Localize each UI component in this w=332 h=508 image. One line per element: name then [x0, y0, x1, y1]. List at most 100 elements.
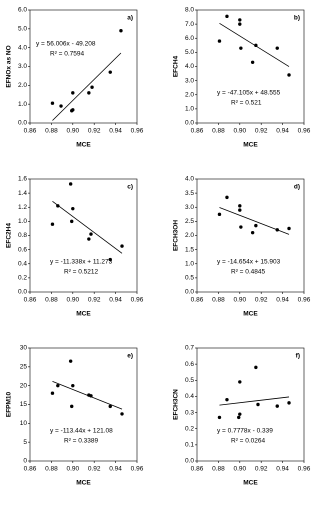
y-tick-label: 1.5: [185, 246, 194, 253]
x-axis-label: MCE: [243, 480, 258, 487]
y-tick-label: 5: [23, 439, 27, 446]
data-point: [238, 18, 242, 22]
equation: y = -113.44x + 121.08: [50, 428, 113, 435]
x-axis-label: MCE: [76, 142, 91, 149]
y-tick-label: 0.0: [18, 120, 27, 127]
y-axis-label: EFCH4: [173, 55, 180, 77]
data-point: [287, 401, 291, 405]
y-tick-label: 2.0: [185, 91, 194, 98]
y-tick-label: 6.0: [18, 7, 27, 14]
y-tick-label: 25: [20, 364, 28, 371]
y-tick-label: 0.7: [185, 345, 194, 352]
y-tick-label: 1.0: [18, 218, 27, 225]
y-tick-label: 1.6: [18, 176, 27, 183]
x-tick-label: 0.88: [45, 128, 58, 135]
data-point: [287, 73, 291, 77]
data-point: [56, 204, 60, 208]
x-tick-label: 0.92: [88, 128, 101, 135]
trend-line: [52, 52, 122, 121]
equation: y = -14.654x + 15.903: [217, 259, 281, 266]
y-tick-label: 7.0: [185, 21, 194, 28]
data-point: [50, 101, 55, 105]
x-axis-label: MCE: [76, 311, 91, 318]
data-point: [254, 223, 258, 228]
y-tick-label: 0.6: [18, 246, 27, 253]
data-point: [217, 415, 222, 420]
data-point: [225, 14, 229, 19]
y-tick-label: 0.0: [185, 120, 194, 127]
data-point: [254, 43, 258, 48]
data-point: [71, 91, 75, 95]
y-tick-label: 0.8: [18, 232, 27, 239]
data-point: [275, 228, 279, 232]
r-squared: R² = 0.521: [231, 100, 262, 107]
data-point: [108, 70, 112, 74]
data-point: [108, 404, 112, 409]
panel-label: e): [127, 353, 133, 360]
y-tick-label: 10: [20, 420, 28, 427]
plot-frame: [29, 9, 138, 124]
y-tick-label: 1.0: [18, 101, 27, 108]
y-tick-label: 2.5: [185, 218, 194, 225]
y-tick-label: 0.0: [185, 458, 194, 465]
panel: 0 5 10 15 20 25 30 0.86 0.88 0.90 0.92 0.94 0.96 MCE E…: [6, 345, 144, 487]
x-tick-label: 0.96: [298, 466, 311, 473]
x-tick-label: 0.94: [276, 466, 289, 473]
y-tick-label: 4.0: [185, 63, 194, 70]
data-point: [275, 404, 279, 408]
y-axis-label: EFPM10: [6, 391, 13, 417]
data-point: [87, 91, 91, 95]
data-point: [239, 225, 243, 229]
data-point: [275, 46, 279, 50]
data-point: [237, 415, 241, 420]
data-point: [225, 397, 229, 402]
y-tick-label: 0.2: [18, 275, 27, 282]
y-tick-label: 0.4: [18, 260, 27, 267]
y-axis-label: EFCH3OH: [173, 220, 180, 251]
data-point: [120, 244, 124, 248]
x-tick-label: 0.88: [212, 128, 225, 135]
panel-label: b): [294, 15, 300, 22]
x-axis-label: MCE: [243, 142, 258, 149]
y-axis-label: EFNOx as NO: [6, 45, 13, 87]
x-tick-label: 0.94: [109, 466, 122, 473]
equation: y = 56.006x - 49.208: [36, 41, 96, 48]
data-point: [71, 206, 75, 211]
data-point: [87, 237, 91, 241]
y-tick-label: 1.4: [18, 190, 27, 197]
panel-label: c): [127, 184, 133, 191]
panel-label: d): [294, 184, 300, 191]
y-tick-label: 0: [23, 458, 27, 465]
y-tick-label: 3.0: [18, 63, 27, 70]
y-tick-label: 0.1: [185, 442, 194, 449]
y-tick-label: 0.5: [185, 275, 194, 282]
x-tick-label: 0.94: [109, 128, 122, 135]
y-tick-label: 20: [20, 382, 28, 389]
data-point: [238, 22, 242, 26]
y-tick-label: 30: [20, 345, 28, 352]
x-tick-label: 0.92: [88, 297, 101, 304]
x-tick-label: 0.94: [276, 128, 289, 135]
x-tick-label: 0.90: [66, 297, 79, 304]
y-tick-label: 0.6: [185, 361, 194, 368]
x-tick-label: 0.90: [233, 128, 246, 135]
y-tick-label: 2.0: [18, 82, 27, 89]
panel-label: a): [127, 15, 133, 22]
x-tick-label: 0.86: [191, 128, 204, 135]
x-tick-label: 0.92: [88, 466, 101, 473]
equation: y = -47.105x + 48.555: [217, 90, 281, 97]
data-point: [238, 380, 242, 384]
data-point: [89, 394, 93, 398]
y-tick-label: 8.0: [185, 7, 194, 14]
data-point: [90, 85, 94, 89]
panel: 0.0 0.1 0.2 0.3 0.4 0.5 0.6 0.7 0.86 0.88 0.90 0.92…: [173, 345, 311, 487]
y-axis-label: EFC2H4: [6, 223, 13, 248]
equation: y = 0.7778x - 0.339: [217, 428, 273, 435]
x-tick-label: 0.88: [212, 466, 225, 473]
y-tick-label: 4.0: [185, 176, 194, 183]
y-tick-label: 4.0: [18, 44, 27, 51]
x-tick-label: 0.90: [233, 297, 246, 304]
x-tick-label: 0.96: [298, 128, 311, 135]
data-point: [108, 257, 112, 262]
